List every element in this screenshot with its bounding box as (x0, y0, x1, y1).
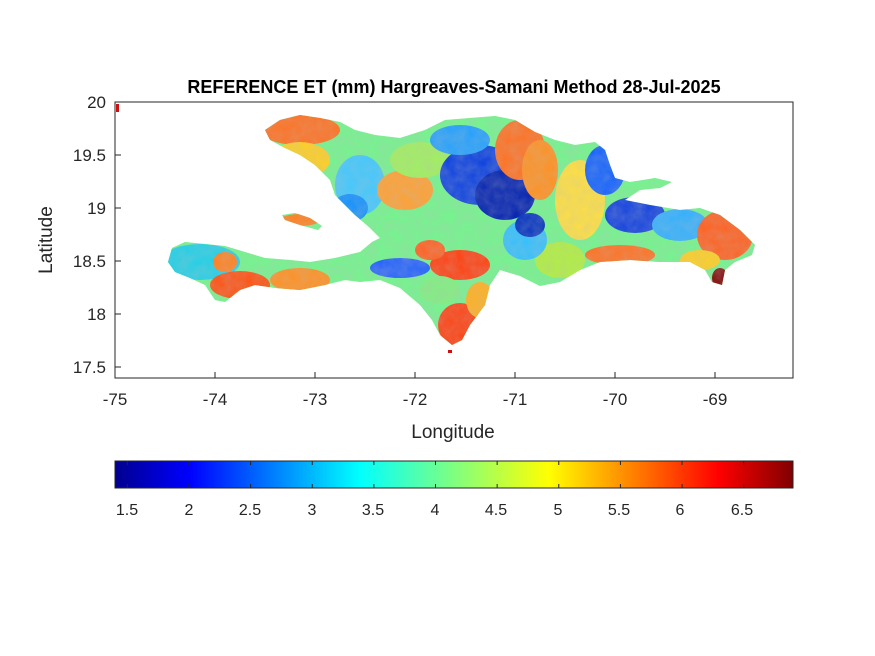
colorbar-tick-label: 4 (431, 502, 440, 519)
colorbar-tick-label: 6.5 (731, 502, 753, 519)
chart-title: REFERENCE ET (mm) Hargreaves-Samani Meth… (187, 77, 720, 97)
y-axis-label: Latitude (36, 206, 57, 274)
colorbar-tick-label: 1.5 (116, 502, 138, 519)
data-speck (448, 350, 452, 353)
y-tick-label: 18.5 (73, 252, 106, 271)
colorbar-tick-label: 2 (185, 502, 194, 519)
y-tick-label: 18 (87, 305, 106, 324)
x-tick-label: -74 (203, 390, 228, 409)
colorbar-gradient (114, 460, 794, 489)
y-tick-label: 20 (87, 93, 106, 112)
y-tick-label: 19.5 (73, 146, 106, 165)
colorbar: 1.5 2 2.5 3 3.5 4 4.5 5 5.5 6 6.5 (114, 460, 794, 519)
colorbar-tick-label: 5 (554, 502, 563, 519)
y-tick-label: 17.5 (73, 358, 106, 377)
colorbar-tick-label: 3.5 (362, 502, 384, 519)
colorbar-tick-label: 3 (308, 502, 317, 519)
colorbar-tick-label: 2.5 (239, 502, 261, 519)
x-axis: -75 -74 -73 -72 -71 -70 -69 Longitude (103, 372, 728, 443)
x-tick-label: -69 (703, 390, 728, 409)
data-speck (116, 104, 119, 112)
y-axis: 20 19.5 19 18.5 18 17.5 Latitude (36, 93, 121, 377)
colorbar-tick-label: 6 (676, 502, 685, 519)
x-tick-label: -72 (403, 390, 428, 409)
colorbar-tick-label: 5.5 (608, 502, 630, 519)
x-tick-label: -71 (503, 390, 528, 409)
y-tick-label: 19 (87, 199, 106, 218)
x-tick-label: -73 (303, 390, 328, 409)
x-tick-label: -70 (603, 390, 628, 409)
colorbar-tick-label: 4.5 (485, 502, 507, 519)
x-tick-label: -75 (103, 390, 128, 409)
x-axis-label: Longitude (411, 422, 494, 443)
